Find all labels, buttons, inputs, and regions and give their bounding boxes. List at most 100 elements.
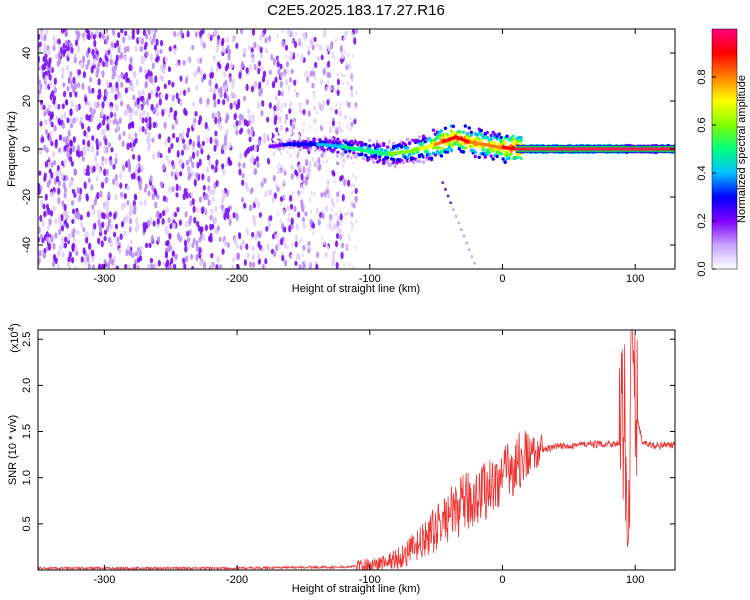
noise-point — [117, 74, 121, 83]
noise-point — [71, 231, 75, 238]
noise-point — [224, 117, 229, 124]
signal-point — [519, 138, 523, 143]
noise-point — [221, 248, 225, 255]
noise-point — [128, 209, 133, 217]
noise-point — [291, 190, 294, 195]
noise-point — [165, 262, 169, 268]
signal-point — [330, 137, 334, 141]
noise-point — [274, 114, 278, 121]
noise-point — [300, 184, 303, 189]
noise-point — [235, 120, 239, 127]
noise-point — [126, 199, 130, 206]
noise-point — [54, 232, 58, 239]
noise-point — [179, 171, 183, 177]
noise-point — [120, 202, 124, 211]
signal-point — [445, 150, 450, 154]
noise-point — [202, 42, 206, 49]
noise-point — [74, 39, 79, 47]
noise-point — [217, 116, 221, 125]
noise-point — [184, 256, 189, 263]
signal-point — [433, 137, 438, 142]
noise-point — [281, 254, 285, 262]
noise-point — [256, 252, 261, 260]
noise-point — [248, 136, 252, 143]
noise-point — [74, 244, 78, 253]
noise-point — [226, 242, 230, 248]
noise-point — [278, 115, 282, 124]
noise-point — [245, 243, 249, 250]
noise-point — [187, 243, 191, 250]
noise-point — [144, 128, 148, 135]
noise-point — [223, 139, 227, 146]
noise-point — [336, 219, 340, 227]
signal-point — [475, 133, 479, 137]
noise-point — [75, 29, 79, 36]
noise-point — [304, 225, 307, 230]
noise-point — [169, 106, 173, 113]
noise-point — [231, 264, 235, 269]
noise-point — [129, 239, 133, 245]
noise-point — [268, 102, 272, 109]
streak-point — [444, 187, 447, 191]
signal-point — [507, 156, 511, 160]
noise-point — [290, 38, 294, 43]
noise-point — [109, 159, 113, 166]
noise-point — [108, 218, 112, 224]
noise-point — [187, 167, 191, 174]
noise-point — [209, 232, 213, 241]
noise-point — [213, 100, 217, 108]
noise-point — [123, 230, 127, 237]
noise-point — [221, 189, 225, 195]
noise-point — [138, 125, 142, 134]
signal-point — [290, 151, 294, 156]
signal-point — [268, 133, 272, 137]
noise-point — [278, 245, 281, 250]
signal-point — [306, 129, 310, 134]
noise-point — [284, 259, 288, 267]
noise-point — [151, 80, 156, 86]
noise-point — [106, 34, 110, 41]
noise-point — [153, 107, 157, 114]
noise-point — [100, 129, 105, 136]
noise-point — [53, 86, 57, 94]
noise-point — [316, 42, 319, 47]
x-tick-label: -100 — [359, 273, 381, 285]
noise-point — [345, 245, 349, 250]
noise-point — [290, 68, 294, 75]
signal-point — [519, 135, 523, 140]
noise-point — [130, 120, 135, 129]
signal-point — [294, 151, 298, 156]
noise-point — [157, 150, 161, 159]
spectrogram-xlabel: Height of straight line (km) — [292, 283, 420, 295]
noise-point — [264, 190, 268, 198]
noise-point — [144, 117, 148, 123]
noise-point — [115, 180, 119, 187]
noise-point — [208, 159, 212, 167]
noise-point — [95, 29, 100, 36]
noise-point — [44, 75, 48, 83]
noise-point — [284, 40, 288, 45]
noise-point — [43, 248, 47, 254]
noise-point — [318, 44, 323, 51]
signal-point — [395, 146, 400, 151]
noise-point — [350, 31, 353, 36]
noise-point — [295, 94, 299, 99]
noise-point — [159, 93, 163, 99]
noise-point — [199, 226, 203, 235]
noise-point — [140, 58, 145, 65]
noise-point — [327, 60, 331, 68]
noise-point — [221, 37, 225, 44]
noise-point — [293, 120, 296, 125]
noise-point — [355, 90, 358, 95]
noise-point — [168, 46, 172, 52]
noise-point — [92, 34, 96, 41]
noise-point — [127, 132, 132, 140]
noise-point — [354, 105, 358, 110]
noise-point — [49, 191, 53, 198]
noise-point — [282, 209, 286, 214]
noise-point — [250, 126, 254, 134]
noise-point — [251, 245, 255, 252]
noise-point — [179, 99, 183, 107]
noise-point — [73, 168, 77, 175]
noise-point — [346, 179, 351, 187]
